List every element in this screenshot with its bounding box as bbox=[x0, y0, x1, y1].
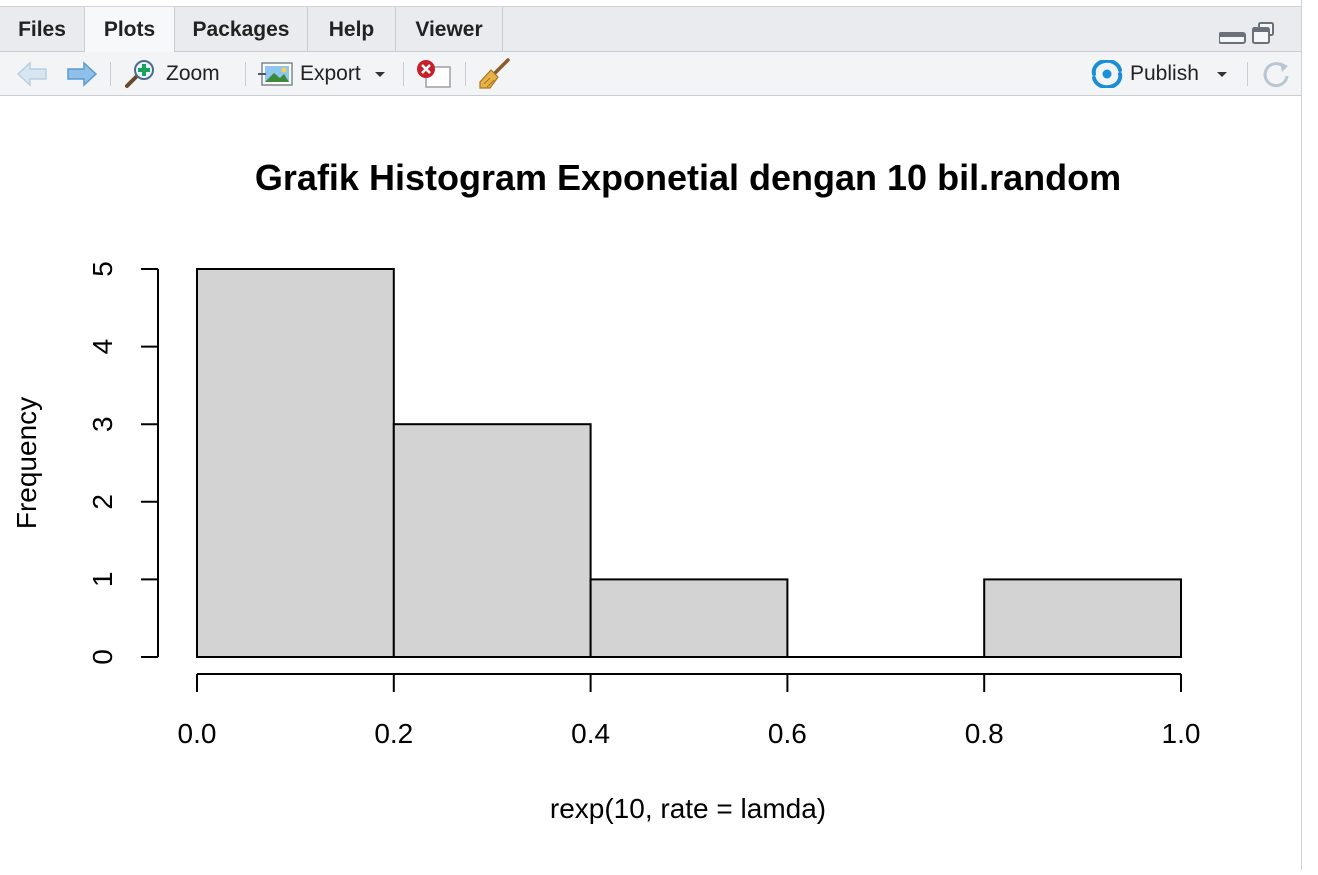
minimize-icon[interactable] bbox=[1218, 32, 1246, 44]
export-label: Export bbox=[300, 62, 361, 85]
y-tick-label: 4 bbox=[87, 339, 118, 355]
toolbar-separator bbox=[465, 62, 466, 86]
x-tick-label: 0.8 bbox=[965, 718, 1004, 749]
y-tick-label: 1 bbox=[87, 572, 118, 588]
x-tick-label: 1.0 bbox=[1162, 718, 1201, 749]
broom-icon bbox=[479, 58, 510, 89]
tab-help[interactable]: Help bbox=[308, 7, 396, 52]
x-tick-label: 0.0 bbox=[178, 718, 217, 749]
tab-files[interactable]: Files bbox=[0, 7, 85, 52]
x-tick-label: 0.6 bbox=[768, 718, 807, 749]
tab-packages[interactable]: Packages bbox=[175, 7, 308, 52]
publish-label: Publish bbox=[1130, 62, 1199, 85]
plot-toolbar: Zoom Export bbox=[0, 52, 1301, 96]
x-tick-label: 0.2 bbox=[374, 718, 413, 749]
zoom-label: Zoom bbox=[166, 62, 220, 85]
image-export-icon bbox=[258, 62, 293, 86]
tab-plots[interactable]: Plots bbox=[84, 7, 175, 53]
chevron-down-icon bbox=[374, 72, 385, 77]
x-axis-label: rexp(10, rate = lamda) bbox=[550, 793, 826, 824]
toolbar-separator bbox=[245, 62, 246, 86]
toolbar-separator bbox=[403, 62, 404, 86]
histogram-bar bbox=[392, 423, 592, 659]
y-tick-label: 3 bbox=[87, 416, 118, 432]
zoom-button[interactable]: Zoom bbox=[124, 52, 220, 96]
arrow-left-icon bbox=[16, 61, 47, 87]
y-tick-label: 5 bbox=[87, 261, 118, 277]
tab-viewer[interactable]: Viewer bbox=[396, 7, 503, 52]
remove-plot-button[interactable] bbox=[414, 52, 452, 96]
arrow-right-icon bbox=[67, 61, 98, 87]
tab-bar: Files Plots Packages Help Viewer bbox=[0, 6, 1301, 53]
chevron-down-icon bbox=[1216, 72, 1227, 77]
clear-all-button[interactable] bbox=[478, 52, 512, 96]
histogram-bar bbox=[983, 578, 1183, 658]
toolbar-separator bbox=[1247, 62, 1248, 86]
remove-plot-icon bbox=[417, 60, 451, 88]
window-buttons bbox=[1218, 21, 1275, 45]
publish-button[interactable]: Publish bbox=[1090, 52, 1229, 96]
back-button[interactable] bbox=[16, 52, 48, 96]
histogram-bar bbox=[196, 268, 395, 658]
y-tick-label: 0 bbox=[87, 649, 118, 665]
y-axis-label: Frequency bbox=[11, 397, 42, 529]
export-button[interactable]: Export bbox=[258, 52, 387, 96]
plot-area: Grafik Histogram Exponetial dengan 10 bi… bbox=[0, 96, 1301, 870]
maximize-icon[interactable] bbox=[1252, 22, 1274, 44]
refresh-icon bbox=[1263, 62, 1289, 88]
refresh-button[interactable] bbox=[1260, 52, 1292, 96]
toolbar-separator bbox=[110, 62, 111, 86]
histogram-chart: Grafik Histogram Exponetial dengan 10 bi… bbox=[11, 157, 1201, 824]
histogram-bar bbox=[589, 578, 789, 658]
publish-icon bbox=[1091, 60, 1123, 88]
y-tick-label: 2 bbox=[87, 494, 118, 510]
magnifier-plus-icon bbox=[125, 60, 154, 88]
chart-title: Grafik Histogram Exponetial dengan 10 bi… bbox=[255, 157, 1121, 198]
x-tick-label: 0.4 bbox=[571, 718, 610, 749]
forward-button[interactable] bbox=[66, 52, 98, 96]
